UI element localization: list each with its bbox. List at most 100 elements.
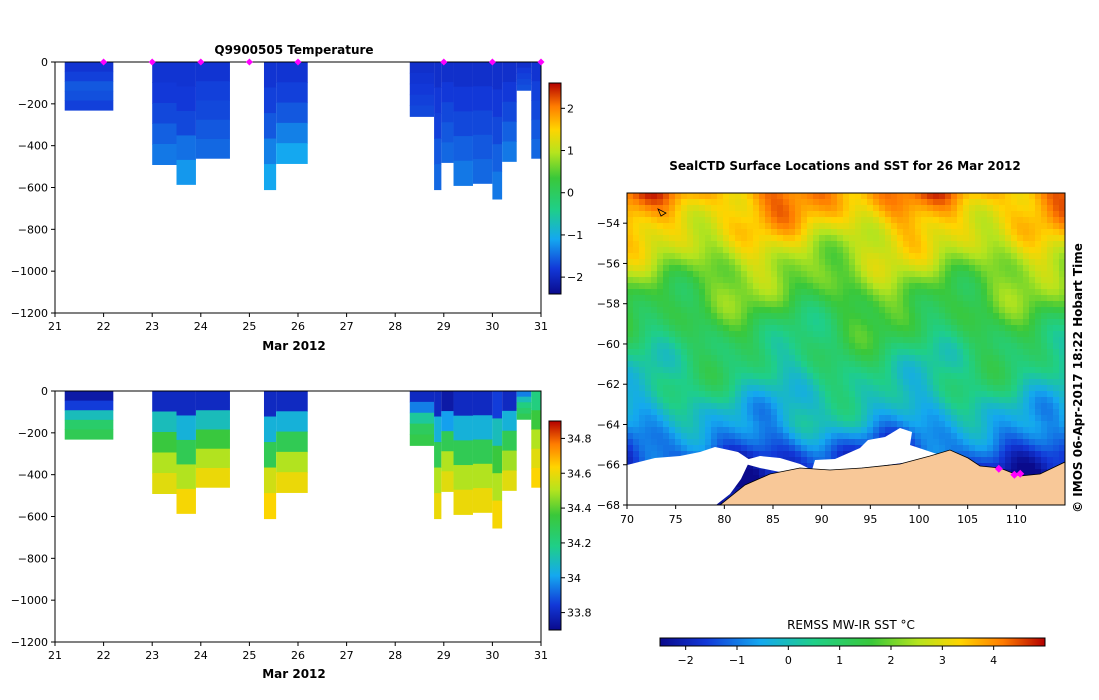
- sst-cell: [903, 199, 910, 206]
- sst-cell: [987, 253, 994, 260]
- sst-cell: [801, 433, 808, 440]
- y-tick-label: −800: [18, 223, 48, 236]
- sst-cell: [909, 331, 916, 338]
- sst-cell: [1011, 247, 1018, 254]
- sst-cell: [921, 199, 928, 206]
- sst-cell: [705, 349, 712, 356]
- sst-cell: [759, 199, 766, 206]
- sst-cell: [849, 427, 856, 434]
- sst-cell: [777, 235, 784, 242]
- profile-cell: [409, 62, 435, 74]
- sst-cell: [945, 301, 952, 308]
- sst-cell: [921, 259, 928, 266]
- sst-cell: [909, 301, 916, 308]
- sst-cell: [897, 205, 904, 212]
- sst-cell: [837, 403, 844, 410]
- sst-cell: [639, 397, 646, 404]
- sst-cell: [687, 331, 694, 338]
- sst-cell: [687, 253, 694, 260]
- sst-cell: [777, 313, 784, 320]
- sst-cell: [735, 397, 742, 404]
- sst-cell: [987, 199, 994, 206]
- sst-cell: [795, 445, 802, 452]
- sst-cell: [933, 277, 940, 284]
- sst-cell: [825, 379, 832, 386]
- sst-cell: [933, 253, 940, 260]
- sst-cell: [927, 253, 934, 260]
- sst-cell: [699, 265, 706, 272]
- sst-cell: [1059, 205, 1065, 212]
- sst-cell: [837, 355, 844, 362]
- sst-cell: [657, 343, 664, 350]
- sst-cell: [807, 343, 814, 350]
- sst-cell: [969, 307, 976, 314]
- sst-cell: [891, 283, 898, 290]
- sst-cell: [669, 205, 676, 212]
- sst-cell: [675, 433, 682, 440]
- sst-cell: [987, 229, 994, 236]
- sst-cell: [771, 421, 778, 428]
- sst-cell: [867, 391, 874, 398]
- sst-cell: [675, 343, 682, 350]
- sst-cell: [945, 319, 952, 326]
- sst-cell: [1017, 217, 1024, 224]
- sst-cell: [777, 385, 784, 392]
- sst-cell: [771, 295, 778, 302]
- surface-marker: [440, 58, 448, 66]
- profile-cell: [409, 434, 435, 446]
- sst-cell: [789, 409, 796, 416]
- temperature-plot-axes: 21 22 23 24 25 26 27 28 29 30 310−200−400−600−800−…: [11, 56, 548, 333]
- sst-cell: [681, 277, 688, 284]
- sst-cell: [1017, 349, 1024, 356]
- sst-cell: [669, 235, 676, 242]
- sst-cell: [651, 211, 658, 218]
- sst-cell: [843, 193, 850, 200]
- sst-cell: [801, 301, 808, 308]
- sst-cell: [777, 355, 784, 362]
- sst-cell: [699, 259, 706, 266]
- profile-cell: [492, 171, 503, 200]
- sst-cell: [657, 355, 664, 362]
- sst-cell: [855, 445, 862, 452]
- sst-cell: [843, 367, 850, 374]
- sst-cell: [633, 229, 640, 236]
- sst-cell: [669, 223, 676, 230]
- sst-cell: [969, 457, 976, 464]
- sst-cell: [1035, 235, 1042, 242]
- sst-cell: [1041, 295, 1048, 302]
- sst-cell: [885, 307, 892, 314]
- sst-cell: [711, 199, 718, 206]
- sst-cell: [909, 325, 916, 332]
- sst-cell: [783, 271, 790, 278]
- sst-cell: [741, 271, 748, 278]
- profile-11: [472, 391, 493, 513]
- sst-cell: [669, 265, 676, 272]
- x-tick-label: 29: [437, 320, 451, 333]
- sst-cell: [777, 349, 784, 356]
- sst-cell: [651, 319, 658, 326]
- sst-cell: [843, 307, 850, 314]
- sst-cell: [807, 283, 814, 290]
- sst-cell: [1011, 337, 1018, 344]
- sst-cell: [921, 235, 928, 242]
- sst-cell: [807, 445, 814, 452]
- sst-cell: [1005, 409, 1012, 416]
- sst-cell: [693, 277, 700, 284]
- sst-cell: [753, 439, 760, 446]
- sst-cell: [927, 319, 934, 326]
- sst-cell: [705, 367, 712, 374]
- sst-cell: [951, 433, 958, 440]
- sst-cell: [813, 397, 820, 404]
- sst-cell: [945, 211, 952, 218]
- sst-cell: [855, 253, 862, 260]
- sst-cell: [645, 445, 652, 452]
- sst-cell: [669, 349, 676, 356]
- sst-cell: [687, 349, 694, 356]
- sst-cell: [999, 409, 1006, 416]
- sst-cell: [861, 343, 868, 350]
- sst-cell: [981, 355, 988, 362]
- sst-cell: [879, 385, 886, 392]
- sst-cell: [957, 397, 964, 404]
- sst-cell: [891, 199, 898, 206]
- profile-cell: [152, 102, 177, 124]
